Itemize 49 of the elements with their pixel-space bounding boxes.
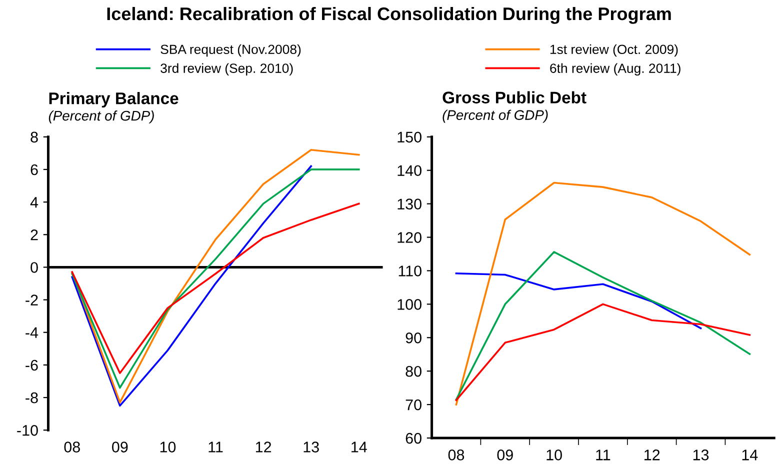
chart-title: Gross Public Debt <box>442 91 586 104</box>
y-tick-label: 60 <box>406 432 422 444</box>
x-tick-label: 10 <box>160 442 176 452</box>
y-tick-label: 80 <box>406 366 422 377</box>
line-series <box>455 272 702 330</box>
line-series <box>71 165 312 407</box>
y-tick-label: 120 <box>398 232 422 243</box>
y-tick-label: -4 <box>26 327 38 338</box>
x-tick-label: 14 <box>352 442 367 452</box>
x-tick-label: 13 <box>304 442 319 452</box>
x-tick-label: 13 <box>693 450 709 460</box>
x-tick-label: 14 <box>742 450 758 460</box>
y-tick-label: 70 <box>406 399 422 410</box>
line-series <box>455 303 751 402</box>
legend-label: 6th review (Aug. 2011) <box>550 63 680 76</box>
y-tick-label: 8 <box>30 132 38 143</box>
y-tick-label: 110 <box>398 266 422 276</box>
x-tick-label: 09 <box>112 442 128 452</box>
legend-label: 3rd review (Sep. 2010) <box>160 63 293 76</box>
x-tick-label: 11 <box>596 450 610 460</box>
x-tick-label: 10 <box>546 450 562 460</box>
y-tick-label: 140 <box>398 165 422 176</box>
y-tick-label: 2 <box>30 229 38 240</box>
y-tick-label: -2 <box>26 294 38 306</box>
chart-subtitle: (Percent of GDP) <box>48 110 154 124</box>
legend-label: SBA request (Nov.2008) <box>160 44 301 57</box>
x-tick-label: 12 <box>256 442 272 452</box>
y-tick-label: 6 <box>30 164 38 176</box>
y-tick-label: 100 <box>398 299 422 310</box>
x-tick-label: 08 <box>64 442 80 452</box>
line-series <box>71 202 360 374</box>
legend-label: 1st review (Oct. 2009) <box>550 44 678 57</box>
x-tick-label: 11 <box>208 442 223 452</box>
x-tick-label: 12 <box>644 450 660 460</box>
y-tick-label: 150 <box>398 132 422 143</box>
line-series <box>455 251 751 400</box>
y-tick-label: 0 <box>30 262 38 273</box>
y-tick-label: 4 <box>30 197 38 208</box>
y-tick-label: -8 <box>26 392 38 404</box>
y-tick-label: -10 <box>17 424 38 436</box>
y-tick-label: 90 <box>406 332 422 344</box>
x-tick-label: 09 <box>497 450 513 460</box>
x-tick-label: 08 <box>448 450 464 460</box>
y-tick-label: -6 <box>26 360 38 371</box>
chart-subtitle: (Percent of GDP) <box>442 110 548 123</box>
chart-title: Primary Balance <box>49 92 178 108</box>
line-series <box>455 182 751 406</box>
text: Iceland: Recalibration of Fiscal Consolidation During the Program <box>107 6 671 24</box>
y-tick-label: 130 <box>398 198 422 210</box>
